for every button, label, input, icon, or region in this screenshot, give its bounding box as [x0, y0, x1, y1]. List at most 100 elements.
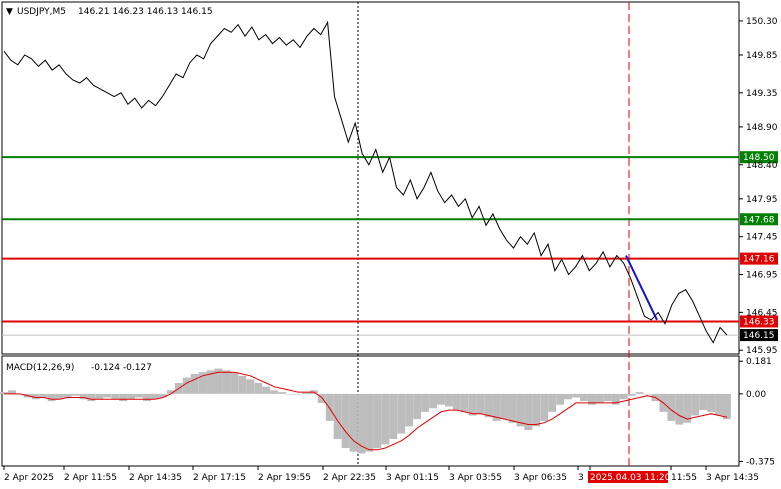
macd-bar: [675, 393, 684, 425]
macd-tick-label: 0.181: [746, 357, 772, 367]
macd-bar: [699, 393, 708, 411]
macd-bar: [667, 393, 676, 421]
macd-bar: [691, 393, 700, 416]
macd-bar: [595, 393, 604, 403]
macd-bar: [349, 393, 358, 452]
macd-bar: [564, 393, 572, 400]
macd-bar: [246, 379, 255, 394]
macd-bar: [55, 393, 64, 400]
macd-tick-label: 0.00: [746, 390, 766, 400]
macd-bar: [230, 372, 239, 394]
price-levels: 148.50 147.68 147.16 146.33 146.15: [2, 151, 778, 342]
macd-bar: [238, 375, 247, 394]
macd-bar: [325, 393, 334, 421]
macd-bar: [222, 370, 231, 394]
macd-bar: [397, 393, 406, 434]
macd-values: -0.124 -0.127: [91, 363, 152, 373]
macd-bar: [707, 393, 715, 412]
macd-bar: [389, 393, 398, 439]
macd-bar: [151, 393, 159, 400]
macd-bar: [460, 393, 469, 412]
macd-bar: [158, 393, 167, 398]
time-tick-label: 11:55: [671, 473, 697, 483]
time-tick-label: 2 Apr 11:55: [64, 473, 117, 483]
macd-bar: [182, 377, 191, 394]
macd-bar: [190, 374, 199, 394]
macd-bar: [206, 370, 215, 394]
time-tick-label: 3 Apr 14:35: [706, 473, 759, 483]
macd-bar: [508, 393, 517, 423]
macd-bar: [580, 393, 588, 402]
macd-bar: [715, 393, 723, 416]
signal-line: [4, 371, 728, 451]
macd-bar: [611, 393, 620, 405]
macd-bar: [365, 393, 374, 452]
current-price-label: 146.15: [743, 331, 775, 341]
macd-bar: [524, 393, 533, 430]
price-tick-label: 149.85: [746, 51, 778, 61]
macd-bar: [143, 393, 151, 402]
macd-bar: [254, 383, 263, 394]
symbol-label: USDJPY,M5: [17, 7, 66, 17]
price-line: [3, 20, 728, 344]
price-tick-label: 149.35: [746, 89, 778, 99]
macd-bar: [87, 393, 96, 402]
price-tick-label: 146.95: [746, 271, 778, 281]
macd-bar: [468, 393, 477, 416]
macd-bar: [341, 393, 350, 448]
time-tick-label: 2 Apr 19:55: [258, 473, 311, 483]
macd-bar: [556, 393, 565, 405]
macd-bar: [301, 392, 310, 394]
macd-bar: [294, 393, 302, 395]
price-level-tag: [740, 315, 778, 328]
macd-bar: [437, 393, 445, 405]
collapse-triangle-icon[interactable]: ▼: [6, 7, 13, 17]
price-tick-label: 145.95: [746, 346, 778, 356]
macd-bar: [262, 386, 271, 394]
macd-bar: [0, 392, 8, 394]
macd-bar: [627, 393, 636, 396]
macd-bar: [278, 392, 286, 394]
macd-bar: [532, 393, 541, 427]
macd-label: MACD(12,26,9): [6, 363, 74, 373]
macd-bar: [588, 393, 596, 405]
macd-bar: [429, 393, 437, 409]
macd-bar: [127, 393, 135, 400]
time-tick-label: 3: [578, 473, 584, 483]
macd-bar: [643, 393, 652, 395]
macd-bar: [723, 393, 731, 420]
macd-bar: [135, 393, 143, 398]
macd-bar: [484, 393, 493, 418]
macd-signal: [4, 371, 728, 451]
macd-bar: [103, 393, 112, 398]
macd-histogram: [0, 368, 731, 454]
macd-bar: [619, 393, 628, 400]
time-tick-label: 2 Apr 14:35: [129, 473, 182, 483]
macd-axis: 0.181 0.00 -0.375: [739, 357, 775, 467]
macd-bar: [286, 393, 294, 395]
macd-bar: [270, 390, 279, 394]
price-level-tag: [740, 213, 778, 226]
macd-bar: [421, 393, 429, 412]
macd-bar: [47, 393, 56, 402]
price-level-label: 148.50: [743, 153, 775, 163]
current-price-tag: [740, 329, 778, 342]
macd-bar: [95, 393, 104, 400]
price-pane-frame: [1, 1, 740, 355]
macd-bar: [166, 390, 175, 394]
ohlc-values: 146.21 146.23 146.13 146.15: [78, 7, 213, 17]
macd-bar: [79, 393, 88, 400]
macd-bar: [476, 393, 485, 414]
macd-bar: [603, 393, 612, 402]
price-level-tag: [740, 252, 778, 265]
time-tick-label: 2 Apr 17:15: [193, 473, 246, 483]
price-tick-label: 146.45: [746, 308, 778, 318]
price-tick-label: 148.90: [746, 123, 778, 133]
price-level-label: 146.33: [743, 317, 775, 327]
macd-bar: [39, 393, 48, 398]
macd-bar: [492, 393, 501, 421]
price-level-label: 147.68: [743, 215, 775, 225]
macd-bar: [31, 393, 40, 400]
macd-bar: [540, 393, 549, 421]
price-axis: 150.30 149.85 149.35 148.90 148.40 147.95 147.…: [739, 17, 778, 356]
